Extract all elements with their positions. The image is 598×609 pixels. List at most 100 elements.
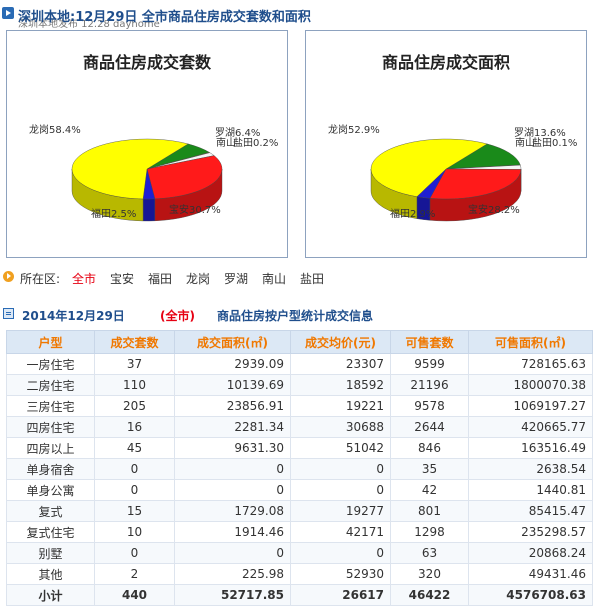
table-cell: 9631.30 bbox=[174, 437, 291, 459]
table-row: 一房住宅 37 2939.09 23307 9599 728165.63 bbox=[6, 353, 593, 375]
column-header: 成交均价(元) bbox=[290, 330, 391, 354]
table-cell: 小计 bbox=[6, 584, 95, 606]
table-cell: 46422 bbox=[390, 584, 469, 606]
column-header: 可售套数 bbox=[390, 330, 469, 354]
pie-label-nanshan: 南山 bbox=[216, 136, 236, 149]
unit-type-stats-table: 户型 成交套数 成交面积(㎡) 成交均价(元) 可售套数 可售面积(㎡) 一房住宅 37 29… bbox=[6, 330, 593, 606]
table-total-row: 小计 440 52717.85 26617 46422 4576708.63 bbox=[6, 584, 593, 606]
table-cell: 1914.46 bbox=[174, 521, 291, 543]
table-cell: 0 bbox=[290, 542, 391, 564]
pie-slice-宝安 bbox=[146, 155, 223, 200]
table-cell: 1298 bbox=[390, 521, 469, 543]
district-link[interactable]: 龙岗 bbox=[186, 272, 211, 286]
district-link[interactable]: 福田 bbox=[148, 272, 173, 286]
table-cell: 20868.24 bbox=[468, 542, 593, 564]
table-cell: 别墅 bbox=[6, 542, 95, 564]
table-cell: 235298.57 bbox=[468, 521, 593, 543]
table-row: 复式住宅 10 1914.46 42171 1298 235298.57 bbox=[6, 521, 593, 543]
table-row: 复式 15 1729.08 19277 801 85415.47 bbox=[6, 500, 593, 522]
table-cell: 19221 bbox=[290, 395, 391, 417]
district-link[interactable]: 盐田 bbox=[300, 272, 325, 286]
table-cell: 23307 bbox=[290, 353, 391, 375]
table-cell: 其他 bbox=[6, 563, 95, 585]
table-cell: 1729.08 bbox=[174, 500, 291, 522]
table-cell: 110 bbox=[94, 374, 175, 396]
table-cell: 2 bbox=[94, 563, 175, 585]
table-cell: 复式住宅 bbox=[6, 521, 95, 543]
table-cell: 19277 bbox=[290, 500, 391, 522]
column-header: 户型 bbox=[6, 330, 95, 354]
table-cell: 一房住宅 bbox=[6, 353, 95, 375]
table-cell: 21196 bbox=[390, 374, 469, 396]
table-cell: 42171 bbox=[290, 521, 391, 543]
pie-label-nanshan: 南山 bbox=[515, 136, 535, 149]
table-cell: 18592 bbox=[290, 374, 391, 396]
table-cell: 四房以上 bbox=[6, 437, 95, 459]
page-header: 深圳本地发布 12.28 dayhome 深圳本地:12月29日 全市商品住房成… bbox=[0, 0, 598, 30]
table-cell: 2644 bbox=[390, 416, 469, 438]
chart-title-count: 商品住房成交套数 bbox=[82, 53, 211, 72]
table-cell: 0 bbox=[94, 542, 175, 564]
table-cell: 1800070.38 bbox=[468, 374, 593, 396]
pie-slice-罗湖 bbox=[445, 143, 521, 170]
header-subtitle: 深圳本地发布 12.28 dayhome bbox=[18, 19, 160, 30]
table-row: 别墅 0 0 0 63 20868.24 bbox=[6, 542, 593, 564]
pie-slice-龙岗 bbox=[71, 138, 189, 200]
table-cell: 26617 bbox=[290, 584, 391, 606]
table-row: 其他 2 225.98 52930 320 49431.46 bbox=[6, 563, 593, 585]
pie-side-福田 bbox=[142, 198, 156, 222]
table-row: 二房住宅 110 10139.69 18592 21196 1800070.38 bbox=[6, 374, 593, 396]
table-cell: 23856.91 bbox=[174, 395, 291, 417]
table-cell: 0 bbox=[290, 479, 391, 501]
table-cell: 51042 bbox=[290, 437, 391, 459]
table-cell: 42 bbox=[390, 479, 469, 501]
table-cell: 801 bbox=[390, 500, 469, 522]
district-link[interactable]: 罗湖 bbox=[224, 272, 249, 286]
table-cell: 728165.63 bbox=[468, 353, 593, 375]
table-header-row: 户型 成交套数 成交面积(㎡) 成交均价(元) 可售套数 可售面积(㎡) bbox=[6, 330, 593, 354]
table-cell: 0 bbox=[174, 542, 291, 564]
table-row: 四房以上 45 9631.30 51042 846 163516.49 bbox=[6, 437, 593, 459]
table-cell: 30688 bbox=[290, 416, 391, 438]
column-header: 可售面积(㎡) bbox=[468, 330, 593, 354]
table-cell: 37 bbox=[94, 353, 175, 375]
district-link[interactable]: 全市 bbox=[72, 272, 97, 286]
column-header: 成交套数 bbox=[94, 330, 175, 354]
table-cell: 15 bbox=[94, 500, 175, 522]
table-row: 四房住宅 16 2281.34 30688 2644 420665.77 bbox=[6, 416, 593, 438]
table-cell: 0 bbox=[290, 458, 391, 480]
district-link[interactable]: 南山 bbox=[262, 272, 287, 286]
table-row: 单身公寓 0 0 0 42 1440.81 bbox=[6, 479, 593, 501]
chart-panel-count: 商品住房成交套数 龙岗58.4% 罗湖6.4% 南山 盐田0.2% 福田2.5% 宝安30… bbox=[6, 30, 288, 258]
table-cell: 63 bbox=[390, 542, 469, 564]
table-cell: 4576708.63 bbox=[468, 584, 593, 606]
district-filter: 所在区: 全市 宝安 福田 龙岗 罗湖 南山 盐田 bbox=[0, 268, 598, 290]
pie-label-luohu: 罗湖6.4% bbox=[215, 127, 260, 139]
table-cell: 复式 bbox=[6, 500, 95, 522]
table-cell: 单身公寓 bbox=[6, 479, 95, 501]
table-cell: 二房住宅 bbox=[6, 374, 95, 396]
section-description: 商品住房按户型统计成交信息 bbox=[217, 309, 374, 323]
table-cell: 163516.49 bbox=[468, 437, 593, 459]
pie-label-futian: 福田2.5% bbox=[91, 207, 136, 220]
table-row: 单身宿舍 0 0 0 35 2638.54 bbox=[6, 458, 593, 480]
section-heading: 2014年12月29日 (全市) 商品住房按户型统计成交信息 bbox=[0, 305, 598, 325]
table-cell: 2939.09 bbox=[174, 353, 291, 375]
table-cell: 0 bbox=[94, 479, 175, 501]
pie-label-yantian: 盐田0.2% bbox=[233, 136, 278, 149]
table-cell: 9578 bbox=[390, 395, 469, 417]
table-cell: 52717.85 bbox=[174, 584, 291, 606]
table-cell: 10 bbox=[94, 521, 175, 543]
table-cell: 225.98 bbox=[174, 563, 291, 585]
table-cell: 846 bbox=[390, 437, 469, 459]
pie-label-futian: 福田2.9% bbox=[390, 207, 435, 220]
table-row: 三房住宅 205 23856.91 19221 9578 1069197.27 bbox=[6, 395, 593, 417]
pie-label-longgang: 龙岗52.9% bbox=[328, 123, 380, 136]
district-link[interactable]: 宝安 bbox=[110, 272, 135, 286]
pie-label-luohu: 罗湖13.6% bbox=[514, 127, 566, 139]
table-cell: 440 bbox=[94, 584, 175, 606]
table-cell: 320 bbox=[390, 563, 469, 585]
column-header: 成交面积(㎡) bbox=[174, 330, 291, 354]
table-cell: 49431.46 bbox=[468, 563, 593, 585]
